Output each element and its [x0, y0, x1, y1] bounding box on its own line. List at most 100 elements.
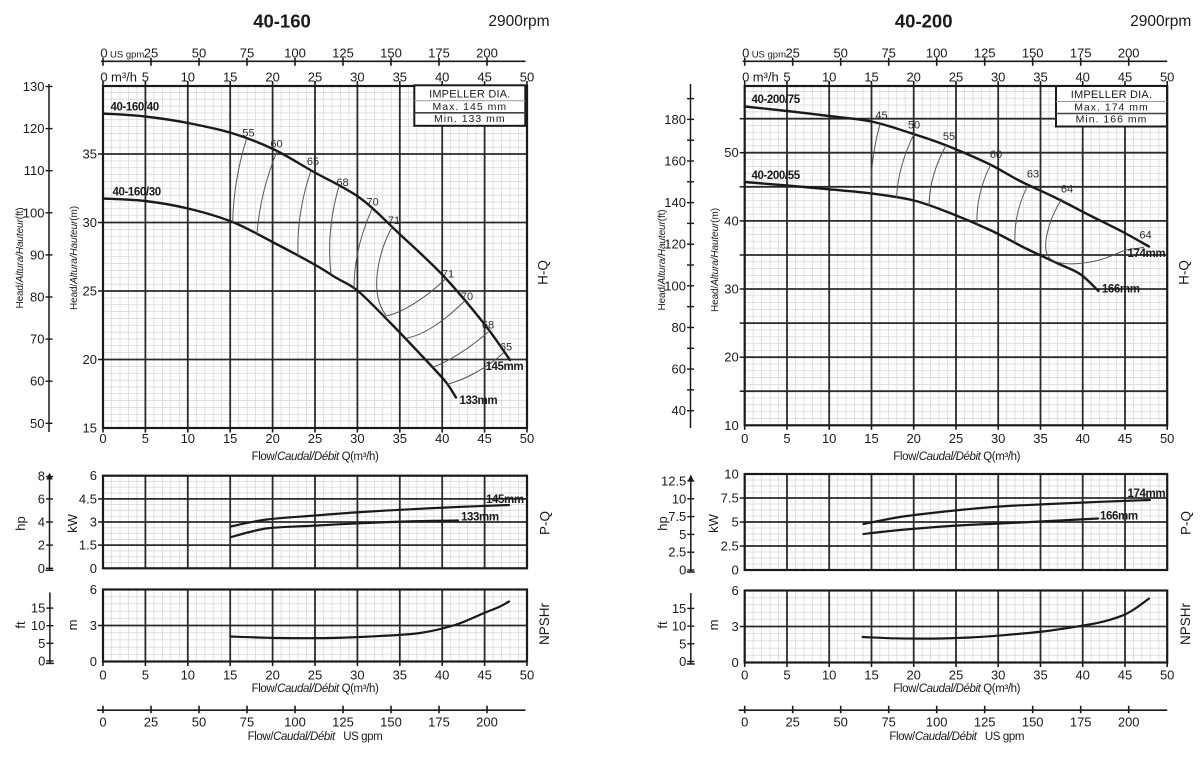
svg-text:US gpm: US gpm	[110, 50, 144, 61]
svg-text:70: 70	[366, 197, 378, 209]
svg-text:35: 35	[393, 70, 407, 85]
svg-text:133mm: 133mm	[461, 512, 499, 524]
svg-text:Flow/Caudal/Débit Q(m³/h): Flow/Caudal/Débit Q(m³/h)	[893, 683, 1020, 695]
svg-text:5: 5	[731, 515, 738, 530]
svg-text:150: 150	[380, 715, 402, 730]
svg-text:125: 125	[332, 46, 354, 61]
svg-text:30: 30	[83, 215, 97, 230]
svg-text:5: 5	[783, 668, 790, 683]
svg-text:25: 25	[144, 46, 158, 61]
svg-text:150: 150	[1022, 46, 1044, 61]
svg-text:35: 35	[393, 668, 407, 683]
svg-text:45: 45	[477, 668, 491, 683]
svg-text:10: 10	[181, 668, 195, 683]
svg-text:125: 125	[332, 715, 354, 730]
svg-text:140: 140	[664, 195, 686, 210]
svg-text:20: 20	[906, 668, 920, 683]
svg-text:100: 100	[926, 46, 948, 61]
svg-text:35: 35	[393, 431, 407, 446]
svg-text:0: 0	[741, 715, 748, 730]
svg-text:45: 45	[1118, 70, 1132, 85]
svg-text:30: 30	[991, 431, 1005, 446]
svg-text:30: 30	[991, 70, 1005, 85]
svg-text:0: 0	[731, 563, 738, 578]
svg-text:174mm: 174mm	[1128, 488, 1166, 500]
svg-text:15: 15	[223, 70, 237, 85]
svg-text:P-Q: P-Q	[1179, 511, 1194, 535]
svg-text:45: 45	[1118, 431, 1132, 446]
svg-text:55: 55	[242, 128, 254, 140]
svg-text:175: 175	[1070, 715, 1092, 730]
svg-text:25: 25	[83, 284, 97, 299]
svg-text:100: 100	[284, 715, 306, 730]
svg-text:40-160/40: 40-160/40	[111, 102, 159, 114]
svg-text:71: 71	[442, 269, 454, 281]
svg-text:7.5: 7.5	[668, 509, 686, 524]
svg-text:15: 15	[83, 421, 97, 436]
svg-text:10: 10	[181, 431, 195, 446]
svg-text:2.5: 2.5	[668, 545, 686, 560]
svg-text:0: 0	[679, 563, 686, 578]
svg-text:1.5: 1.5	[79, 538, 97, 553]
svg-text:5: 5	[142, 431, 149, 446]
svg-text:40: 40	[672, 403, 686, 418]
svg-text:68: 68	[336, 177, 348, 189]
svg-text:40-200: 40-200	[895, 11, 953, 32]
svg-text:Head/Altura/Hauteur(ft): Head/Altura/Hauteur(ft)	[657, 209, 668, 310]
svg-text:25: 25	[949, 431, 963, 446]
svg-text:0: 0	[741, 431, 748, 446]
svg-text:45: 45	[477, 70, 491, 85]
svg-text:3: 3	[90, 618, 97, 633]
svg-text:15: 15	[864, 431, 878, 446]
svg-text:30: 30	[350, 431, 364, 446]
svg-text:Flow/Caudal/Débit Q(m³/h): Flow/Caudal/Débit Q(m³/h)	[252, 683, 379, 695]
svg-text:180: 180	[664, 112, 686, 127]
svg-text:15: 15	[223, 431, 237, 446]
svg-text:125: 125	[974, 46, 996, 61]
svg-text:145mm: 145mm	[486, 494, 524, 506]
svg-text:8: 8	[38, 468, 45, 483]
svg-text:US gpm: US gpm	[752, 50, 786, 61]
svg-text:m³/h: m³/h	[111, 70, 137, 85]
svg-text:Head/Altura/Hauteur(m): Head/Altura/Hauteur(m)	[69, 206, 80, 310]
svg-text:75: 75	[881, 46, 895, 61]
svg-text:130: 130	[23, 79, 45, 94]
svg-text:hp: hp	[655, 516, 670, 530]
svg-text:6: 6	[90, 582, 97, 597]
svg-text:20: 20	[906, 431, 920, 446]
svg-text:60: 60	[270, 139, 282, 151]
svg-text:10: 10	[724, 418, 738, 433]
svg-text:5: 5	[679, 636, 686, 651]
svg-text:20: 20	[724, 350, 738, 365]
svg-text:50: 50	[520, 668, 534, 683]
svg-text:35: 35	[1033, 70, 1047, 85]
svg-text:25: 25	[949, 70, 963, 85]
svg-text:50: 50	[1160, 668, 1174, 683]
svg-text:5: 5	[679, 527, 686, 542]
svg-text:100: 100	[926, 715, 948, 730]
svg-text:40: 40	[435, 668, 449, 683]
svg-text:65: 65	[500, 342, 512, 354]
svg-text:50: 50	[1160, 70, 1174, 85]
svg-text:Max. 145 mm: Max. 145 mm	[432, 101, 507, 113]
svg-text:H-Q: H-Q	[1177, 260, 1192, 285]
svg-text:64: 64	[1139, 230, 1151, 242]
svg-text:145mm: 145mm	[486, 361, 524, 373]
svg-text:50: 50	[520, 431, 534, 446]
svg-text:Min. 133 mm: Min. 133 mm	[434, 113, 506, 125]
svg-text:133mm: 133mm	[460, 395, 498, 407]
svg-text:40: 40	[1075, 70, 1089, 85]
svg-text:40: 40	[435, 70, 449, 85]
svg-text:75: 75	[240, 46, 254, 61]
svg-text:60: 60	[30, 374, 44, 389]
svg-text:25: 25	[308, 431, 322, 446]
svg-text:80: 80	[672, 320, 686, 335]
svg-text:0: 0	[99, 668, 106, 683]
svg-text:30: 30	[350, 70, 364, 85]
svg-text:80: 80	[30, 290, 44, 305]
svg-text:10: 10	[822, 70, 836, 85]
svg-text:12.5: 12.5	[661, 474, 686, 489]
svg-text:kW: kW	[65, 513, 80, 533]
svg-text:Flow/Caudal/Débit Q(m³/h): Flow/Caudal/Débit Q(m³/h)	[252, 451, 379, 463]
svg-text:200: 200	[476, 46, 498, 61]
